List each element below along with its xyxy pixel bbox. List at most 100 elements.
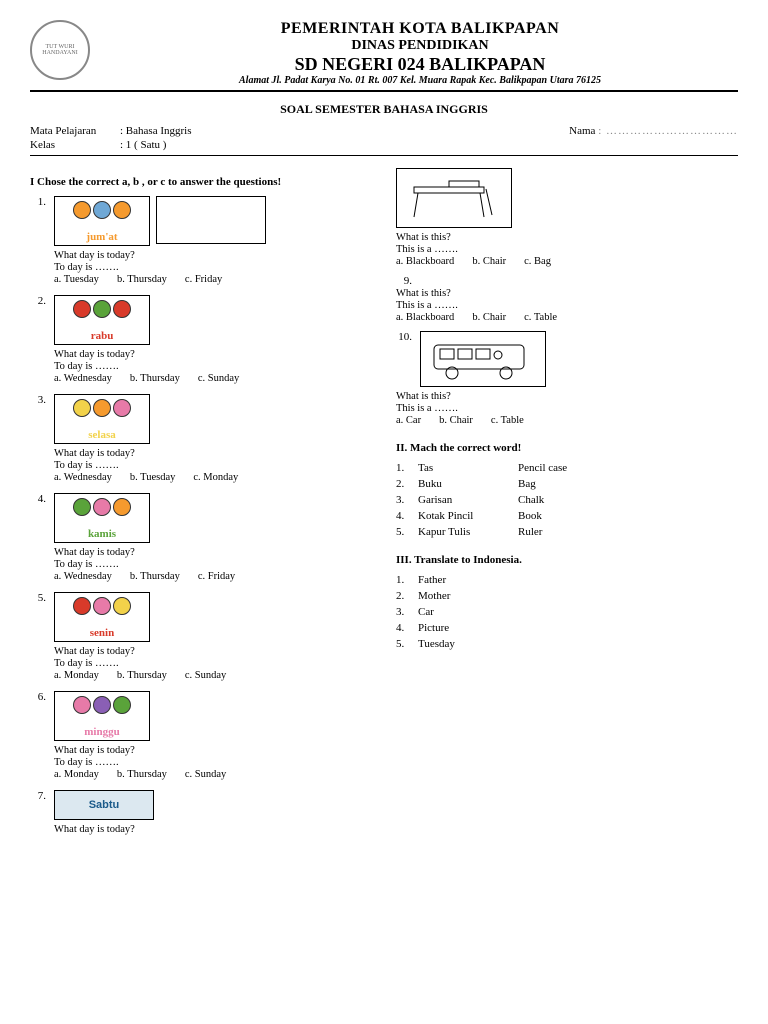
question-body: seninWhat day is today?To day is …….a. M… — [54, 592, 372, 687]
answer-option: a. Wednesday — [54, 373, 112, 384]
translate-row: 3.Car — [396, 606, 738, 618]
day-label: Sabtu — [89, 799, 120, 811]
day-image-box: selasa — [54, 394, 150, 444]
question-row: 9.What is this?This is a …….a. Blackboar… — [396, 275, 738, 323]
translate-number: 4. — [396, 622, 418, 634]
school-logo-icon: TUT WURI HANDAYANI — [30, 20, 90, 80]
question-number: 2. — [30, 295, 46, 390]
fruit-icon: selasa — [57, 397, 147, 441]
question-number: 9. — [396, 275, 412, 287]
answer-option: a. Blackboard — [396, 256, 454, 267]
question-fill: To day is ……. — [54, 361, 372, 372]
match-number: 1. — [396, 462, 418, 474]
translate-word: Mother — [418, 590, 450, 602]
section-2-head: II. Mach the correct word! — [396, 442, 738, 454]
translate-number: 1. — [396, 574, 418, 586]
match-row: 3.GarisanChalk — [396, 494, 738, 506]
fruit-shape-icon — [73, 498, 91, 516]
answer-option: b. Thursday — [130, 373, 180, 384]
fruit-icon: senin — [57, 595, 147, 639]
match-row: 4.Kotak PincilBook — [396, 510, 738, 522]
question-body: jum'atWhat day is today?To day is …….a. … — [54, 196, 372, 291]
question-fill: To day is ……. — [54, 460, 372, 471]
answer-options: a. Tuesdayb. Thursdayc. Friday — [54, 274, 372, 285]
translate-number: 5. — [396, 638, 418, 650]
answer-option: c. Monday — [193, 472, 238, 483]
question-number: 7. — [30, 790, 46, 836]
answer-option: b. Tuesday — [130, 472, 176, 483]
fruit-icon: jum'at — [57, 199, 147, 243]
question-number: 1. — [30, 196, 46, 291]
answer-option: a. Car — [396, 415, 421, 426]
match-number: 5. — [396, 526, 418, 538]
match-number: 2. — [396, 478, 418, 490]
fruit-shape-icon — [93, 696, 111, 714]
fruit-icon: rabu — [57, 298, 147, 342]
question-text: What day is today? — [54, 349, 372, 360]
translate-word: Picture — [418, 622, 449, 634]
class-label: Kelas — [30, 139, 120, 151]
desk-icon — [399, 171, 509, 225]
question-number: 10. — [396, 331, 412, 390]
question-number: 4. — [30, 493, 46, 588]
day-label: rabu — [87, 330, 118, 342]
question-fill: This is a ……. — [396, 244, 738, 255]
question-row: 5.seninWhat day is today?To day is …….a.… — [30, 592, 372, 687]
answer-options: a. Mondayb. Thursdayc. Sunday — [54, 769, 372, 780]
section-1-head: I Chose the correct a, b , or c to answe… — [30, 176, 372, 188]
question-number: 3. — [30, 394, 46, 489]
answer-options: a. Blackboardb. Chairc. Table — [396, 312, 738, 323]
exam-title: SOAL SEMESTER BAHASA INGGRIS — [30, 102, 738, 117]
question-row: 3.selasaWhat day is today?To day is …….a… — [30, 394, 372, 489]
translate-row: 1.Father — [396, 574, 738, 586]
question-row: 10.What is this?This is a …….a. Carb. Ch… — [396, 331, 738, 426]
day-image-box: jum'at — [54, 196, 150, 246]
question-body: selasaWhat day is today?To day is …….a. … — [54, 394, 372, 489]
day-image-box: rabu — [54, 295, 150, 345]
fruit-icon: kamis — [57, 496, 147, 540]
empty-box — [156, 196, 266, 244]
answer-option: c. Friday — [198, 571, 235, 582]
day-image-box: minggu — [54, 691, 150, 741]
answer-option: b. Chair — [472, 312, 506, 323]
match-right: Book — [518, 510, 542, 522]
answer-options: a. Wednesdayb. Tuesdayc. Monday — [54, 472, 372, 483]
day-label: jum'at — [82, 231, 121, 243]
fruit-icon: minggu — [57, 694, 147, 738]
question-body: mingguWhat day is today?To day is …….a. … — [54, 691, 372, 786]
info-rule — [30, 155, 738, 156]
answer-option: b. Thursday — [117, 274, 167, 285]
question-row: 4.kamisWhat day is today?To day is …….a.… — [30, 493, 372, 588]
translate-word: Tuesday — [418, 638, 455, 650]
translate-row: 4.Picture — [396, 622, 738, 634]
question-text: What is this? — [396, 232, 738, 243]
match-number: 4. — [396, 510, 418, 522]
fruit-shape-icon — [113, 399, 131, 417]
question-fill: This is a ……. — [396, 403, 738, 414]
question-text: What day is today? — [54, 745, 372, 756]
answer-options: a. Wednesdayb. Thursdayc. Friday — [54, 571, 372, 582]
desk-image-box — [396, 168, 512, 228]
day-image-box: Sabtu — [54, 790, 154, 820]
match-right: Chalk — [518, 494, 544, 506]
match-left: Garisan — [418, 494, 518, 506]
answer-option: c. Sunday — [185, 769, 226, 780]
left-column: I Chose the correct a, b , or c to answe… — [30, 168, 372, 840]
dept-line: DINAS PENDIDIKAN — [102, 38, 738, 54]
question-row: 7.SabtuWhat day is today? — [30, 790, 372, 836]
name-blank: : …………………………… — [598, 125, 738, 137]
header-rule — [30, 90, 738, 92]
question-body: kamisWhat day is today?To day is …….a. W… — [54, 493, 372, 588]
fruit-shape-icon — [113, 597, 131, 615]
question-number: 5. — [30, 592, 46, 687]
translate-number: 3. — [396, 606, 418, 618]
fruit-shape-icon — [93, 498, 111, 516]
day-label: selasa — [84, 429, 120, 441]
gov-line: PEMERINTAH KOTA BALIKPAPAN — [102, 20, 738, 38]
translate-row: 5.Tuesday — [396, 638, 738, 650]
bus-icon — [423, 334, 543, 384]
fruit-shape-icon — [73, 399, 91, 417]
answer-option: b. Chair — [439, 415, 473, 426]
right-column: What is this?This is a …….a. Blackboardb… — [396, 168, 738, 840]
fruit-shape-icon — [93, 300, 111, 318]
